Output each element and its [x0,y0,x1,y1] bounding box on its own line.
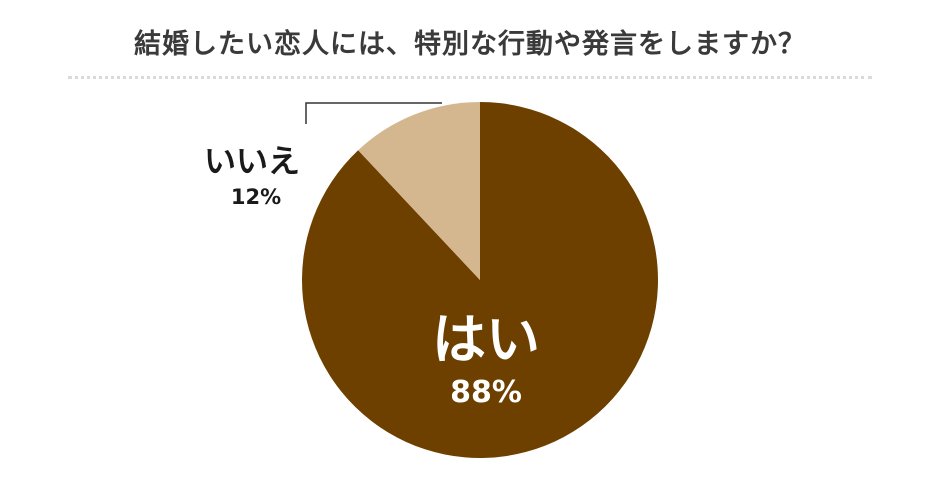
slice-label-iie: いいえ [204,142,300,180]
slice-value-hai: 88% [450,375,522,410]
pie-slices [302,102,658,458]
title-divider [68,76,872,79]
pie-slice-iie [358,102,480,280]
slice-value-iie: 12% [231,185,281,209]
chart-title: 結婚したい恋人には、特別な行動や発言をしますか？ [134,29,806,60]
leader-line-iie [305,102,442,124]
slice-labels: はい 88% いいえ 12% [204,142,540,410]
slice-label-hai: はい [432,308,540,371]
